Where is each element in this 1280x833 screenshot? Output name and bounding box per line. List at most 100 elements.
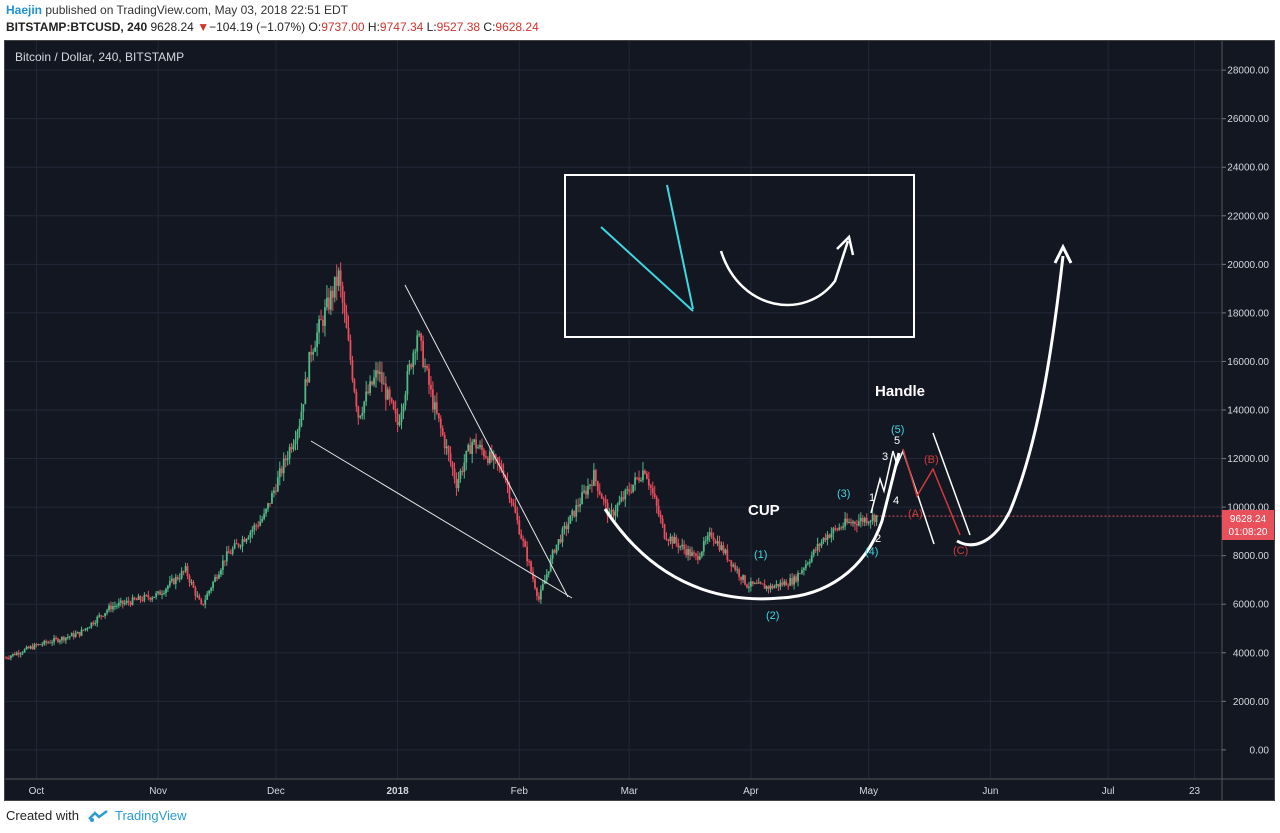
candle-body <box>296 431 299 441</box>
candle-body <box>288 447 291 459</box>
price-scale[interactable] <box>1222 41 1274 800</box>
candle-body <box>573 510 576 517</box>
candle-body <box>174 577 177 585</box>
candle-body <box>832 528 835 534</box>
candle-body <box>286 458 289 461</box>
candle-body <box>761 583 764 585</box>
candle-body <box>23 649 26 653</box>
candle-body <box>820 541 823 546</box>
candle-body <box>117 602 120 606</box>
candle-body <box>82 629 85 631</box>
high-label: H: <box>367 20 380 34</box>
candle-body <box>347 328 350 340</box>
author-link[interactable]: Haejin <box>6 3 43 17</box>
candle-body <box>463 462 466 472</box>
candle-body <box>186 566 189 577</box>
candle-body <box>106 610 108 613</box>
candle-body <box>808 561 811 564</box>
candle-body <box>424 366 426 368</box>
candle-body <box>579 503 582 507</box>
candle-body <box>292 444 295 450</box>
candle-body <box>267 503 269 509</box>
candle-body <box>750 581 752 587</box>
wave-a-label: (A) <box>908 508 923 520</box>
candle-body <box>856 524 858 526</box>
candle-body <box>871 514 874 521</box>
candle-body <box>135 599 138 601</box>
candle-body <box>846 518 848 523</box>
candle-body <box>685 549 688 556</box>
candle-body <box>669 536 672 541</box>
candle-body <box>451 462 454 469</box>
candle-body <box>392 401 395 409</box>
inset-cyan-line-1 <box>600 226 694 312</box>
candle-body <box>557 539 560 545</box>
candle-body <box>386 389 389 400</box>
candle-body <box>789 578 792 586</box>
chart-canvas[interactable]: CUP Handle (1) (2) (3) (4) (5) 1 2 3 4 5… <box>5 41 1274 800</box>
candle-body <box>485 456 487 458</box>
candle-body <box>216 576 218 579</box>
candle-body <box>172 578 175 585</box>
candle-body <box>744 575 746 585</box>
candle-body <box>377 370 379 374</box>
candle-body <box>514 505 517 513</box>
candle-body <box>51 642 54 644</box>
candle-body <box>483 450 485 457</box>
x-tick-label: Dec <box>267 786 285 797</box>
axes: 28000.0026000.0024000.0022000.0020000.00… <box>5 41 1274 800</box>
candle-body <box>600 494 603 499</box>
candle-body <box>636 477 638 479</box>
candle-body <box>592 470 595 486</box>
candle-body <box>753 583 756 585</box>
candle-body <box>208 590 211 594</box>
candle-body <box>329 290 332 310</box>
tradingview-link[interactable]: TradingView <box>114 808 187 823</box>
tradingview-logo-icon[interactable] <box>87 809 109 823</box>
candle-body <box>212 581 214 588</box>
candle-body <box>730 560 733 567</box>
candle-body <box>575 505 578 517</box>
candle-body <box>15 652 18 656</box>
candle-body <box>243 539 246 542</box>
candle-body <box>121 600 124 605</box>
candle-body <box>630 491 633 493</box>
inset-cup-curve <box>719 240 850 307</box>
candle-body <box>602 498 605 500</box>
candle-body <box>700 551 703 557</box>
candle-body <box>263 513 266 519</box>
candle-body <box>494 454 497 458</box>
candle-body <box>496 457 499 463</box>
candle-body <box>351 360 354 380</box>
candle-body <box>125 600 128 603</box>
x-tick-label: Oct <box>29 786 45 797</box>
candle-body <box>763 584 766 589</box>
candle-body <box>139 596 142 600</box>
candle-body <box>214 576 216 582</box>
candle-body <box>818 543 821 546</box>
candle-body <box>223 560 226 562</box>
candle-body <box>536 588 538 597</box>
chart-panel[interactable]: CUP Handle (1) (2) (3) (4) (5) 1 2 3 4 5… <box>4 40 1275 801</box>
candle-body <box>681 544 684 547</box>
candle-body <box>19 653 22 655</box>
candle-body <box>194 587 197 596</box>
candle-body <box>147 595 150 598</box>
candle-body <box>137 596 140 600</box>
candle-body <box>13 653 16 656</box>
candle-body <box>92 622 95 625</box>
candle-body <box>840 527 843 529</box>
y-tick-label: 14000.00 <box>1227 406 1269 417</box>
y-tick-label: 20000.00 <box>1227 260 1269 271</box>
candle-body <box>724 549 727 554</box>
candle-body <box>661 518 664 525</box>
candle-body <box>27 646 30 649</box>
candle-body <box>100 615 103 617</box>
candle-body <box>740 576 742 580</box>
candle-body <box>294 440 297 445</box>
candle-body <box>563 525 566 529</box>
candle-body <box>314 347 317 352</box>
candle-body <box>349 339 352 361</box>
candle-body <box>225 551 228 562</box>
candle-body <box>522 538 525 542</box>
